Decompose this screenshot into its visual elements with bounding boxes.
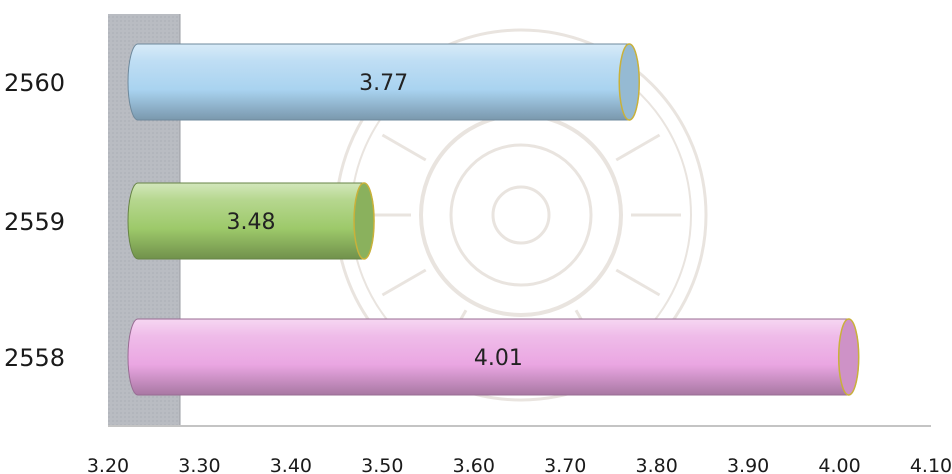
bar-end-cap bbox=[353, 182, 375, 260]
category-label: 2558 bbox=[4, 344, 65, 372]
x-tick-label: 3.70 bbox=[544, 455, 586, 474]
bar-end-cap bbox=[618, 43, 640, 121]
bar-data-label: 3.48 bbox=[227, 210, 276, 235]
x-tick-label: 3.90 bbox=[727, 455, 769, 474]
bar-2560: 3.77 bbox=[127, 43, 640, 121]
x-tick-label: 3.60 bbox=[453, 455, 495, 474]
x-tick-label: 3.20 bbox=[87, 455, 129, 474]
x-tick-label: 4.00 bbox=[818, 455, 860, 474]
bar-end-cap bbox=[837, 318, 860, 396]
x-tick-label: 3.80 bbox=[636, 455, 678, 474]
x-tick-label: 4.10 bbox=[910, 455, 952, 474]
bar-data-label: 3.77 bbox=[359, 71, 408, 96]
bar-2558: 4.01 bbox=[127, 318, 860, 396]
bar-data-label: 4.01 bbox=[474, 346, 523, 371]
x-tick-label: 3.50 bbox=[361, 455, 403, 474]
bar-2559: 3.48 bbox=[127, 182, 375, 260]
category-label: 2560 bbox=[4, 69, 65, 97]
x-tick-label: 3.30 bbox=[178, 455, 220, 474]
x-tick-label: 3.40 bbox=[270, 455, 312, 474]
category-label: 2559 bbox=[4, 208, 65, 236]
